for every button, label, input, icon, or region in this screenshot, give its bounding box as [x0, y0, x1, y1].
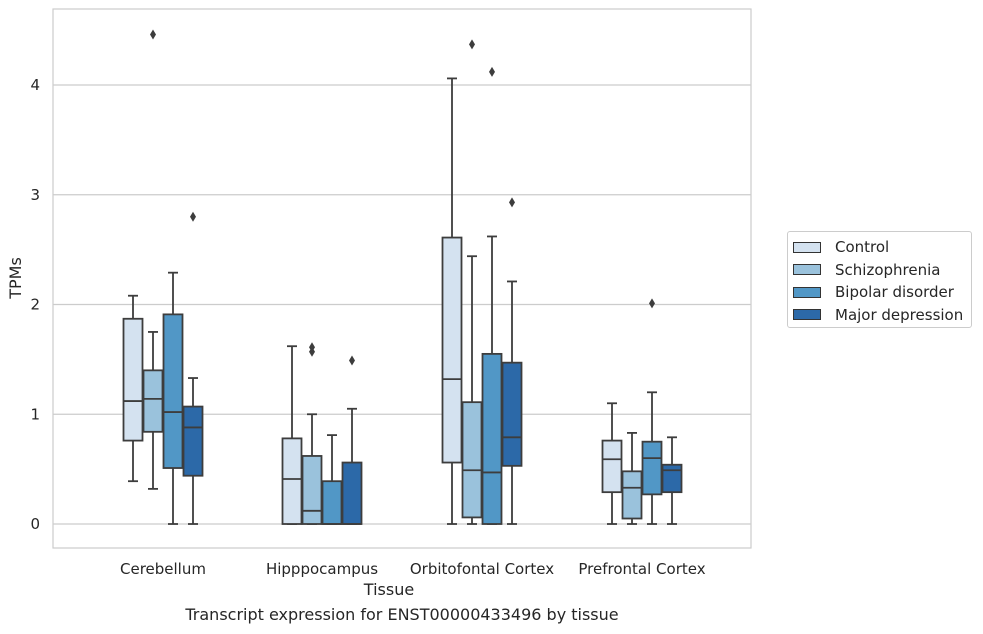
outlier-marker-0 — [349, 355, 355, 366]
y-tick-label-0: 0 — [30, 515, 40, 533]
y-tick-label-1: 1 — [30, 405, 40, 423]
boxes — [122, 29, 683, 525]
legend-label-bipolar-disorder: Bipolar disorder — [835, 283, 954, 302]
box-iqr — [182, 405, 204, 477]
outlier-marker-0 — [649, 298, 655, 309]
outlier-marker-1 — [309, 342, 315, 353]
legend-label-major-depression: Major depression — [835, 305, 964, 324]
legend-swatch-schizophrenia — [793, 264, 821, 276]
y-tick-label-2: 2 — [30, 296, 40, 314]
x-tick-label-2: Orbitofontal Cortex — [410, 560, 554, 578]
box-major-depression-0 — [182, 211, 204, 525]
box-iqr — [341, 461, 363, 525]
box-major-depression-3 — [661, 436, 683, 525]
box-iqr — [122, 317, 144, 442]
box-iqr — [281, 437, 303, 525]
figure-caption: Transcript expression for ENST0000043349… — [185, 605, 619, 624]
legend-label-control: Control — [835, 238, 890, 257]
legend-swatch-bipolar-disorder — [793, 286, 821, 298]
box-bipolar-disorder-0 — [162, 271, 184, 525]
y-tick-labels: 0 1 2 3 4 — [30, 76, 40, 533]
outlier-marker-0 — [489, 66, 495, 77]
box-iqr — [461, 401, 483, 519]
legend-swatch-major-depression — [793, 309, 821, 321]
box-iqr — [301, 455, 323, 525]
box-bipolar-disorder-3 — [641, 298, 663, 525]
x-axis-label: Tissue — [363, 580, 414, 599]
box-major-depression-1 — [341, 355, 363, 525]
legend-swatch-control — [793, 241, 821, 253]
box-control-1 — [281, 345, 303, 525]
box-iqr — [661, 463, 683, 494]
box-iqr — [501, 361, 523, 467]
legend-item-major-depression: Major depression — [793, 304, 971, 327]
outlier-marker-0 — [190, 211, 196, 222]
legend-item-schizophrenia: Schizophrenia — [793, 259, 971, 282]
outlier-marker-0 — [150, 29, 156, 40]
box-schizophrenia-3 — [621, 432, 643, 525]
plot-area-frame — [52, 8, 752, 549]
box-bipolar-disorder-1 — [321, 434, 343, 525]
box-iqr — [162, 313, 184, 469]
box-iqr — [621, 470, 643, 520]
x-tick-label-3: Prefrontal Cortex — [578, 560, 705, 578]
legend-item-control: Control — [793, 236, 971, 259]
box-schizophrenia-2 — [461, 39, 483, 525]
box-control-0 — [122, 294, 144, 483]
x-tick-label-1: Hipppocampus — [266, 560, 378, 578]
box-control-2 — [441, 77, 463, 525]
box-major-depression-2 — [501, 197, 523, 525]
x-tick-label-0: Cerebellum — [120, 560, 206, 578]
outlier-marker-0 — [469, 39, 475, 50]
y-tick-label-4: 4 — [30, 76, 40, 94]
y-axis-label: TPMs — [6, 257, 25, 300]
box-control-3 — [601, 402, 623, 525]
box-iqr — [481, 352, 503, 525]
box-iqr — [142, 369, 164, 433]
x-tick-labels: Cerebellum Hipppocampus Orbitofontal Corte… — [120, 560, 706, 578]
y-tick-label-3: 3 — [30, 186, 40, 204]
box-iqr — [441, 236, 463, 464]
box-iqr — [601, 439, 623, 494]
box-bipolar-disorder-2 — [481, 66, 503, 525]
legend-label-schizophrenia: Schizophrenia — [835, 260, 941, 279]
legend-item-bipolar-disorder: Bipolar disorder — [793, 281, 971, 304]
outlier-marker-0 — [509, 197, 515, 208]
box-schizophrenia-0 — [142, 29, 164, 490]
box-iqr — [641, 440, 663, 496]
legend: Control Schizophrenia Bipolar disorder Majo… — [787, 231, 972, 328]
box-schizophrenia-1 — [301, 342, 323, 525]
box-iqr — [321, 480, 343, 525]
